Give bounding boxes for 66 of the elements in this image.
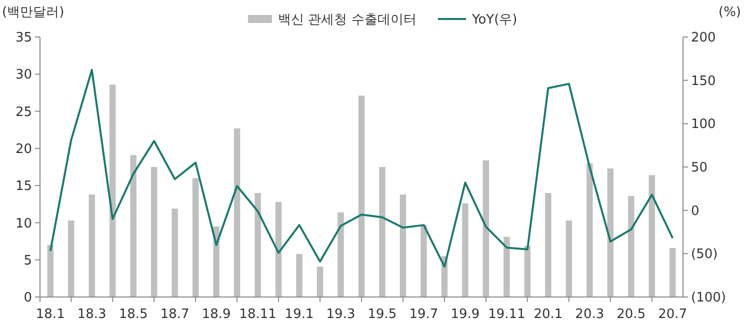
x-tick-label: 18.1 [36,307,65,322]
line-series [49,68,674,268]
x-tick-label: 18.7 [160,307,190,322]
bar [420,224,427,297]
bar [379,167,386,297]
y2-tick-label: 50 [691,160,708,176]
legend-label: YoY(우) [471,12,518,28]
y-tick-label: 5 [24,253,32,268]
y-tick-label: 20 [15,142,32,157]
bar [524,246,531,297]
y-tick-label: 25 [15,104,32,120]
y-tick-label: 10 [15,216,32,232]
x-tick-label: 19.7 [409,307,438,322]
bar [47,245,54,297]
bar [275,202,282,297]
bar [462,203,468,297]
bar [316,266,324,297]
x-tick-label: 20.1 [534,307,563,322]
y2-axis-title: (%) [718,5,741,20]
y2-tick-label: 150 [691,74,716,89]
y2-tick-label: 0 [691,204,700,219]
y2-tick-label: (50) [691,247,718,262]
bar [628,196,634,297]
x-tick-label: 18.11 [239,307,276,322]
y-tick-label: 30 [15,68,32,83]
bar [482,160,490,297]
bar [670,248,676,297]
bar [338,212,344,297]
x-tick-label: 18.3 [77,307,106,322]
bar [400,194,406,297]
bar [213,226,220,297]
x-tick-label: 19.1 [284,307,314,322]
x-tick-label: 20.7 [658,307,688,322]
bar [566,220,572,297]
bar [296,254,302,297]
bar [109,84,116,297]
legend-label: 백신 관세청 수출데이터 [278,12,416,28]
y-axis-title: (백만달러) [2,5,64,20]
y2-tick-label: 200 [691,30,716,46]
bar [130,155,136,297]
x-tick-label: 19.11 [488,307,526,322]
bar [254,193,261,297]
y-tick-label: 15 [15,179,32,194]
bar [234,128,240,297]
bar [192,178,199,297]
x-tick-label: 19.9 [450,307,480,322]
x-tick-label: 18.5 [118,307,148,322]
x-tick-label: 19.5 [368,307,397,322]
bar [504,236,510,297]
x-tick-label: 19.3 [326,307,356,322]
y2-tick-label: (100) [691,290,726,306]
bar [358,96,365,297]
y-tick-label: 35 [15,30,32,46]
x-tick-label: 20.3 [575,307,604,322]
x-tick-label: 18.9 [202,307,231,322]
bar [586,163,593,297]
y2-tick-label: 100 [691,117,716,132]
y-tick-label: 0 [24,290,32,306]
bar [607,168,614,297]
bar [172,208,178,297]
bar [68,220,74,297]
bar [150,167,158,297]
x-tick-label: 20.5 [616,307,646,322]
bar [545,193,552,297]
bar [648,175,655,297]
bar [88,194,95,297]
